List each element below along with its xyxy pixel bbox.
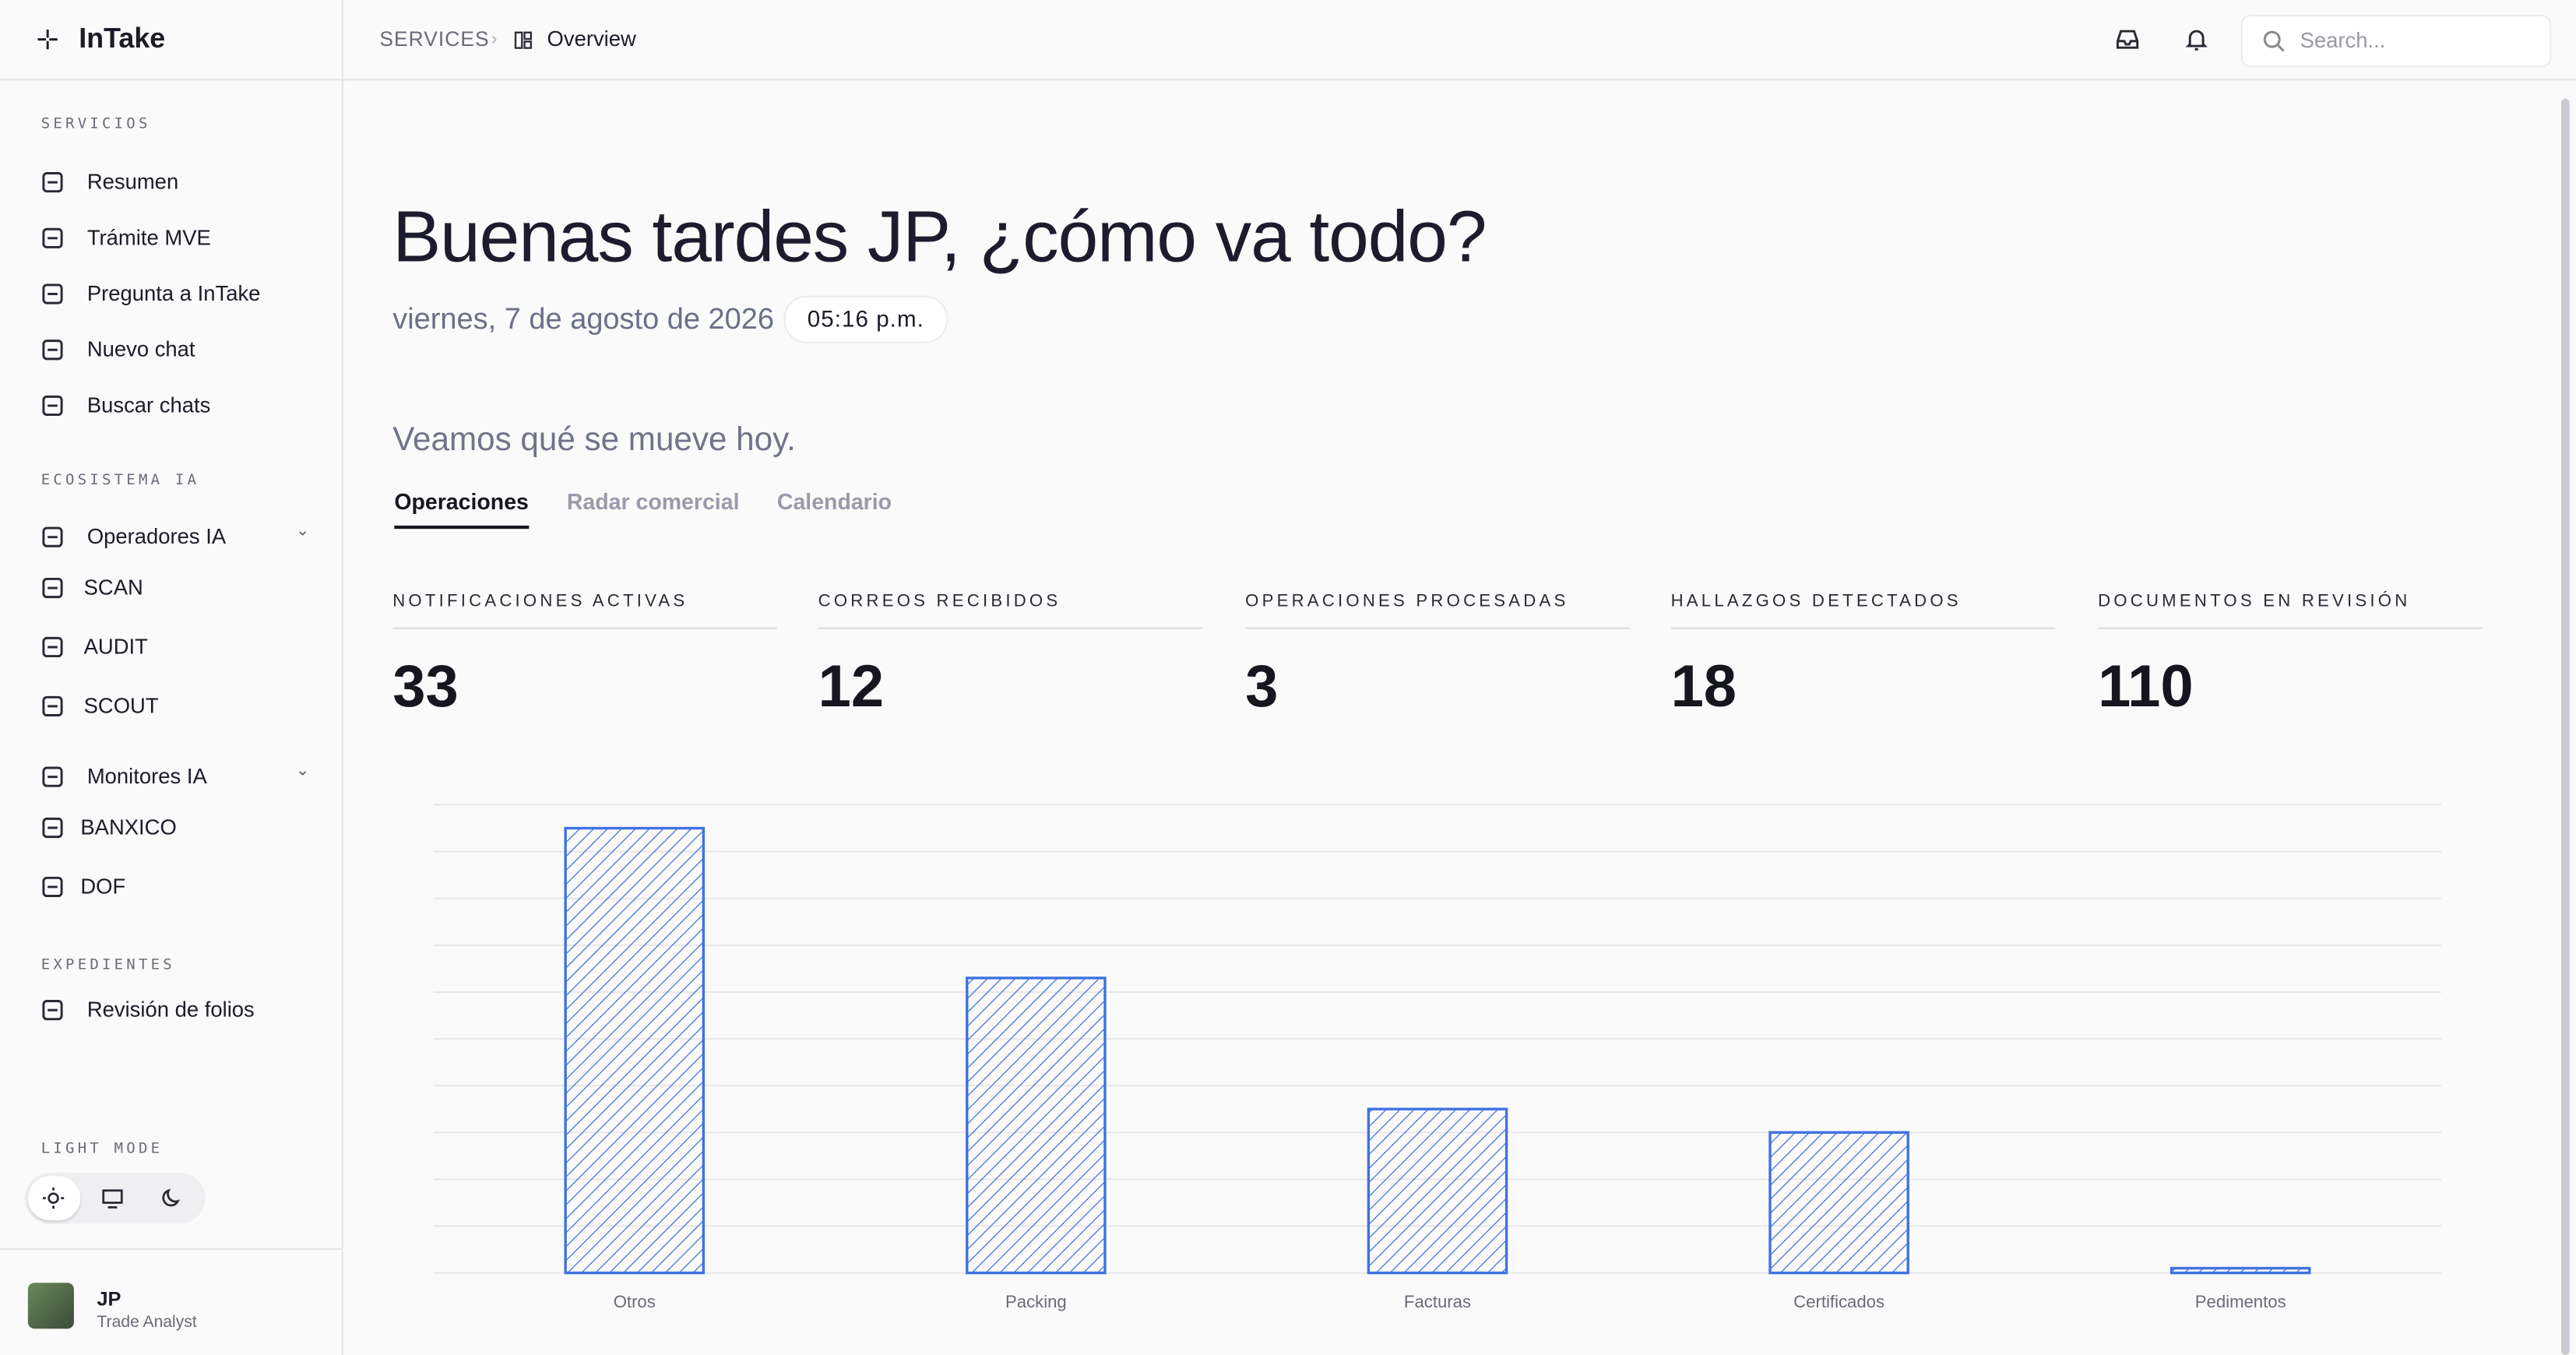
nav-icon — [42, 695, 63, 716]
nav-item[interactable]: BANXICO — [80, 815, 177, 839]
x-tick-label: Otros — [614, 1292, 656, 1311]
kpi-label: DOCUMENTOS EN REVISIÓN — [2098, 591, 2411, 611]
kpi-divider — [1245, 627, 1630, 629]
user-name: JP — [97, 1287, 121, 1311]
inbox-icon[interactable] — [2116, 28, 2139, 51]
kpi-divider — [392, 627, 777, 629]
bell-icon[interactable] — [2185, 28, 2208, 51]
kpi-value: 18 — [1670, 652, 1737, 720]
kpi-value: 3 — [1245, 652, 1279, 720]
tab[interactable]: Radar comercial — [566, 489, 740, 515]
nav-item[interactable]: Pregunta a InTake — [86, 280, 261, 306]
moon-icon[interactable] — [161, 1188, 182, 1209]
time-pill: 05:16 p.m. — [783, 295, 948, 343]
breadcrumb-root[interactable]: SERVICES — [379, 27, 490, 51]
divider — [0, 1248, 342, 1251]
kpi-divider — [2098, 627, 2483, 629]
x-tick-label: Packing — [1005, 1292, 1067, 1311]
nav-item[interactable]: SCOUT — [83, 693, 159, 718]
section-title: EXPEDIENTES — [40, 957, 175, 974]
nav-item[interactable]: Nuevo chat — [86, 336, 195, 362]
nav-item[interactable]: Revisión de folios — [86, 997, 255, 1022]
brand[interactable]: InTake — [79, 23, 166, 55]
kpi-label: HALLAZGOS DETECTADOS — [1670, 591, 1962, 611]
kpi-label: NOTIFICACIONES ACTIVAS — [392, 591, 688, 611]
overview-icon — [514, 31, 533, 49]
tab-underline — [394, 525, 530, 530]
divider — [0, 79, 342, 81]
bar — [966, 977, 1107, 1275]
nav-icon — [42, 577, 63, 599]
nav-item[interactable]: DOF — [80, 874, 126, 899]
section-title: ECOSISTEMA IA — [40, 473, 200, 490]
bar — [2170, 1266, 2311, 1275]
kpi-value: 33 — [392, 652, 459, 720]
system-icon[interactable] — [102, 1188, 123, 1209]
sun-icon — [42, 1187, 65, 1209]
greeting-subtitle: Veamos qué se mueve hoy. — [392, 422, 796, 459]
search-box[interactable]: Search... — [2240, 14, 2552, 68]
nav-icon — [42, 172, 63, 193]
bar — [1768, 1131, 1909, 1275]
theme-toggle — [24, 1172, 206, 1224]
nav-item[interactable]: SCAN — [83, 575, 143, 600]
kpi-value: 12 — [818, 652, 885, 720]
greeting-date: viernes, 7 de agosto de 2026 — [392, 302, 775, 336]
nav-item[interactable]: Operadores IA — [86, 523, 227, 549]
nav-item[interactable]: Monitores IA — [86, 763, 207, 789]
kpi-label: CORREOS RECIBIDOS — [818, 591, 1061, 611]
user-role: Trade Analyst — [97, 1314, 197, 1332]
bar — [564, 826, 706, 1275]
tab[interactable]: Calendario — [776, 489, 892, 515]
logo-icon — [37, 29, 58, 50]
x-tick-label: Certificados — [1793, 1292, 1884, 1311]
breadcrumb-current[interactable]: Overview — [547, 26, 636, 51]
topbar: SERVICES › Overview Search... — [343, 0, 2576, 81]
avatar[interactable] — [27, 1283, 74, 1329]
kpi-divider — [818, 627, 1203, 629]
nav-icon — [42, 227, 63, 248]
kpi-divider — [1670, 627, 2056, 629]
greeting-time: 05:16 p.m. — [807, 305, 924, 333]
chevron[interactable]: ⌄ — [295, 762, 310, 780]
section-title: SERVICIOS — [40, 116, 151, 133]
x-tick-label: Facturas — [1404, 1292, 1471, 1311]
nav-item[interactable]: Buscar chats — [86, 392, 211, 417]
chevron[interactable]: ⌄ — [295, 522, 310, 540]
nav-item[interactable]: AUDIT — [83, 634, 148, 659]
nav-icon — [42, 526, 63, 547]
theme-light[interactable] — [27, 1176, 81, 1221]
nav-icon — [42, 283, 63, 304]
nav-icon — [42, 817, 63, 839]
theme-label: LIGHT MODE — [40, 1141, 164, 1158]
nav-icon — [42, 636, 63, 658]
breadcrumb-sep: › — [491, 29, 498, 50]
kpi-label: OPERACIONES PROCESADAS — [1245, 591, 1569, 611]
search-icon — [2263, 30, 2285, 52]
x-tick-label: Pedimentos — [2195, 1292, 2286, 1311]
kpi-value: 110 — [2098, 652, 2194, 720]
greeting-title: Buenas tardes JP, ¿cómo va todo? — [392, 197, 1487, 278]
tab[interactable]: Operaciones — [394, 489, 529, 515]
nav-item[interactable]: Trámite MVE — [86, 224, 211, 250]
bar — [1367, 1107, 1508, 1275]
sidebar: InTake SERVICIOS Resumen Trámite MVE Pregun… — [0, 0, 343, 1355]
nav-item[interactable]: Resumen — [86, 169, 179, 194]
search-placeholder: Search... — [2300, 27, 2386, 53]
nav-icon — [42, 1000, 63, 1021]
scrollbar[interactable] — [2561, 98, 2570, 1355]
nav-icon — [42, 766, 63, 787]
nav-icon — [42, 876, 63, 897]
nav-icon — [42, 340, 63, 361]
nav-icon — [42, 395, 63, 417]
